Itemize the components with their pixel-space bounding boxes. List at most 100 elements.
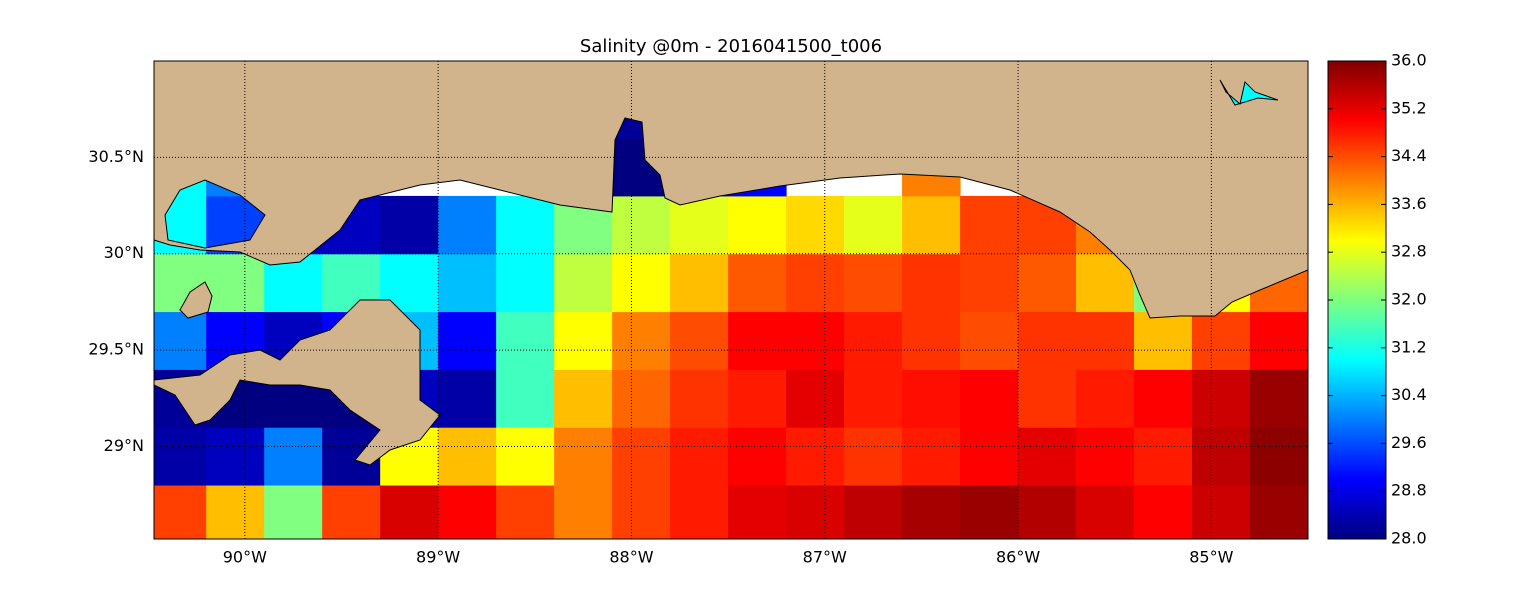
salinity-cell bbox=[612, 369, 671, 428]
colorbar-tick-label: 32.8 bbox=[1391, 242, 1427, 261]
salinity-cell bbox=[496, 253, 555, 313]
salinity-cell bbox=[902, 427, 961, 486]
salinity-cell bbox=[438, 253, 497, 313]
colorbar-tick-label: 30.4 bbox=[1391, 385, 1427, 404]
salinity-cell bbox=[960, 311, 1019, 370]
x-tick-label: 90°W bbox=[223, 548, 267, 567]
salinity-cell bbox=[1250, 311, 1308, 370]
salinity-cell bbox=[1250, 427, 1308, 486]
salinity-cell bbox=[496, 485, 555, 539]
salinity-cell bbox=[1134, 311, 1193, 370]
salinity-cell bbox=[1134, 427, 1193, 486]
x-tick-label: 89°W bbox=[416, 548, 460, 567]
salinity-cell bbox=[670, 195, 729, 255]
salinity-cell bbox=[264, 427, 323, 486]
salinity-cell bbox=[786, 311, 845, 370]
salinity-cell bbox=[786, 427, 845, 486]
salinity-cell bbox=[728, 369, 787, 428]
salinity-cell bbox=[612, 253, 671, 313]
colorbar-tick-label: 34.4 bbox=[1391, 146, 1427, 165]
salinity-cell bbox=[902, 485, 961, 539]
salinity-cell bbox=[844, 253, 903, 313]
x-tick-label: 86°W bbox=[996, 548, 1040, 567]
salinity-cell bbox=[728, 485, 787, 539]
salinity-cell bbox=[438, 427, 497, 486]
salinity-cell bbox=[844, 195, 903, 255]
x-tick-label: 88°W bbox=[609, 548, 653, 567]
salinity-cell bbox=[960, 427, 1019, 486]
salinity-cell bbox=[670, 427, 729, 486]
salinity-cell bbox=[1076, 485, 1135, 539]
salinity-cell bbox=[438, 311, 497, 370]
salinity-cell bbox=[1076, 427, 1135, 486]
salinity-cell bbox=[1018, 427, 1077, 486]
salinity-cell bbox=[496, 427, 555, 486]
salinity-cell bbox=[844, 485, 903, 539]
salinity-cell bbox=[670, 369, 729, 428]
salinity-cell bbox=[844, 311, 903, 370]
salinity-cell bbox=[902, 195, 961, 255]
salinity-cell bbox=[844, 427, 903, 486]
salinity-cell bbox=[264, 485, 323, 539]
salinity-cell bbox=[1250, 485, 1308, 539]
delta-land bbox=[154, 299, 441, 466]
salinity-cell bbox=[612, 195, 671, 255]
salinity-cell bbox=[496, 311, 555, 370]
salinity-cell bbox=[438, 195, 497, 255]
salinity-cell bbox=[554, 427, 613, 486]
salinity-cell bbox=[960, 485, 1019, 539]
north-coast-land bbox=[154, 61, 1308, 319]
salinity-cell bbox=[1192, 427, 1251, 486]
salinity-cell bbox=[670, 485, 729, 539]
salinity-cell bbox=[496, 195, 555, 255]
salinity-cell bbox=[206, 253, 265, 313]
salinity-cell bbox=[554, 485, 613, 539]
colorbar-tick-label: 28.8 bbox=[1391, 481, 1427, 500]
salinity-cell bbox=[902, 253, 961, 313]
salinity-cell bbox=[1018, 485, 1077, 539]
salinity-cell bbox=[612, 311, 671, 370]
salinity-cell bbox=[960, 369, 1019, 428]
salinity-cell bbox=[728, 427, 787, 486]
salinity-cell bbox=[1134, 369, 1193, 428]
salinity-cell bbox=[960, 253, 1019, 313]
salinity-cell bbox=[1018, 369, 1077, 428]
salinity-cell bbox=[786, 369, 845, 428]
salinity-cell bbox=[670, 253, 729, 313]
y-tick-label: 30°N bbox=[104, 243, 144, 262]
chart-title: Salinity @0m - 2016041500_t006 bbox=[580, 36, 882, 57]
salinity-cell bbox=[902, 369, 961, 428]
salinity-cell bbox=[438, 369, 497, 428]
colorbar-tick-label: 33.6 bbox=[1391, 194, 1427, 213]
salinity-cell bbox=[206, 427, 265, 486]
salinity-cell bbox=[438, 485, 497, 539]
salinity-cell bbox=[554, 369, 613, 428]
salinity-cell bbox=[786, 195, 845, 255]
salinity-cell bbox=[612, 427, 671, 486]
inland-lake bbox=[1219, 79, 1279, 106]
salinity-cell bbox=[1192, 485, 1251, 539]
colorbar bbox=[1327, 60, 1387, 540]
salinity-cell bbox=[1134, 485, 1193, 539]
salinity-cell bbox=[380, 485, 439, 539]
salinity-cell bbox=[154, 311, 207, 370]
salinity-cell bbox=[1250, 369, 1308, 428]
salinity-cell bbox=[1018, 311, 1077, 370]
salinity-cell bbox=[1018, 253, 1077, 313]
colorbar-tick-label: 32.0 bbox=[1391, 290, 1427, 309]
colorbar-tick-label: 28.0 bbox=[1391, 529, 1427, 548]
salinity-cell bbox=[554, 311, 613, 370]
salinity-cell bbox=[154, 427, 207, 486]
salinity-cell bbox=[902, 311, 961, 370]
x-tick-label: 87°W bbox=[803, 548, 847, 567]
salinity-cell bbox=[1192, 369, 1251, 428]
salinity-cell bbox=[670, 311, 729, 370]
salinity-cell bbox=[728, 195, 787, 255]
salinity-cell bbox=[1076, 369, 1135, 428]
salinity-cell bbox=[380, 195, 439, 255]
x-tick-label: 85°W bbox=[1189, 548, 1233, 567]
grid bbox=[154, 61, 1308, 539]
colorbar-tick-label: 35.2 bbox=[1391, 98, 1427, 117]
colorbar-tick-label: 29.6 bbox=[1391, 433, 1427, 452]
